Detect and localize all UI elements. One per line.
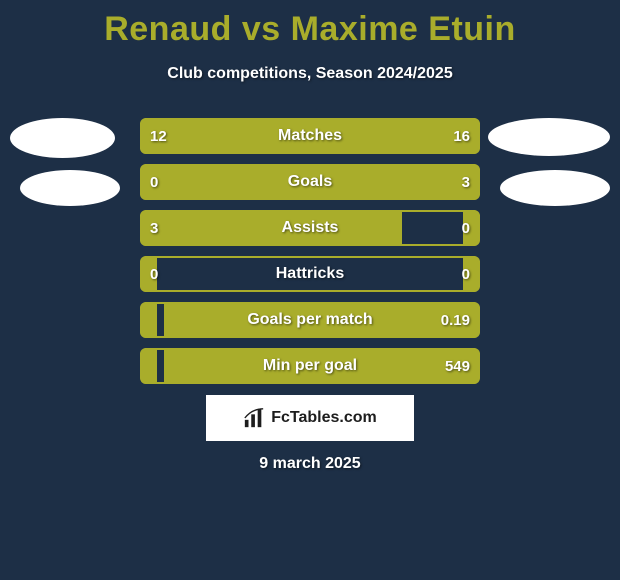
stat-row: Goals03 xyxy=(140,164,480,200)
bars-icon xyxy=(243,407,265,429)
fill-left xyxy=(140,348,157,384)
stat-row: Min per goal549 xyxy=(140,348,480,384)
stat-row: Hattricks0 0 xyxy=(140,256,480,292)
fill-right xyxy=(157,164,480,200)
fill-right xyxy=(164,302,480,338)
stat-value-right: 0.19 xyxy=(441,302,470,338)
stat-value-right: 0 xyxy=(462,210,470,246)
fill-left xyxy=(140,210,402,246)
stat-label: Hattricks xyxy=(140,256,480,292)
stat-value-right: 16 xyxy=(453,118,470,154)
stat-value-right: 549 xyxy=(445,348,470,384)
stat-value-right: 0 xyxy=(462,256,470,292)
fill-right xyxy=(276,118,480,154)
fill-right xyxy=(164,348,480,384)
stat-row: Assists30 xyxy=(140,210,480,246)
row-border xyxy=(140,256,480,292)
player-left-avatar-2 xyxy=(20,170,120,206)
stat-value-left: 0 xyxy=(150,164,158,200)
date-label: 9 march 2025 xyxy=(0,455,620,473)
logo-text: FcTables.com xyxy=(271,409,377,427)
page-title: Renaud vs Maxime Etuin xyxy=(0,0,620,49)
stat-value-left: 0 xyxy=(150,256,158,292)
stat-row: Matches1216 xyxy=(140,118,480,154)
fctables-logo: FcTables.com xyxy=(206,395,414,441)
stat-value-right: 3 xyxy=(462,164,470,200)
player-left-avatar xyxy=(10,118,115,158)
player-right-avatar-2 xyxy=(500,170,610,206)
stat-value-left: 3 xyxy=(150,210,158,246)
subtitle: Club competitions, Season 2024/2025 xyxy=(0,65,620,83)
stat-value-left: 12 xyxy=(150,118,167,154)
stat-row: Goals per match0.19 xyxy=(140,302,480,338)
comparison-infographic: Renaud vs Maxime Etuin Club competitions… xyxy=(0,0,620,580)
stat-rows: Matches1216Goals03Assists30Hattricks00Go… xyxy=(140,118,480,394)
fill-left xyxy=(140,302,157,338)
player-right-avatar xyxy=(488,118,610,156)
